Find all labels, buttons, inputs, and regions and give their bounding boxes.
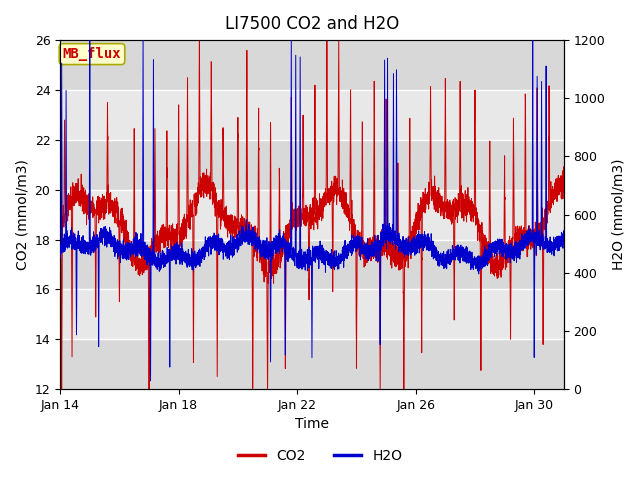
Bar: [60, 40, 564, 90]
Bar: [60, 339, 564, 389]
Y-axis label: H2O (mmol/m3): H2O (mmol/m3): [611, 159, 625, 270]
Y-axis label: CO2 (mmol/m3): CO2 (mmol/m3): [15, 159, 29, 270]
X-axis label: Time: Time: [295, 418, 329, 432]
Legend: CO2, H2O: CO2, H2O: [232, 443, 408, 468]
Text: MB_flux: MB_flux: [63, 47, 122, 61]
Bar: [60, 90, 564, 140]
Title: LI7500 CO2 and H2O: LI7500 CO2 and H2O: [225, 15, 399, 33]
Bar: [60, 240, 564, 289]
Bar: [60, 140, 564, 190]
Bar: [60, 190, 564, 240]
Bar: [60, 289, 564, 339]
